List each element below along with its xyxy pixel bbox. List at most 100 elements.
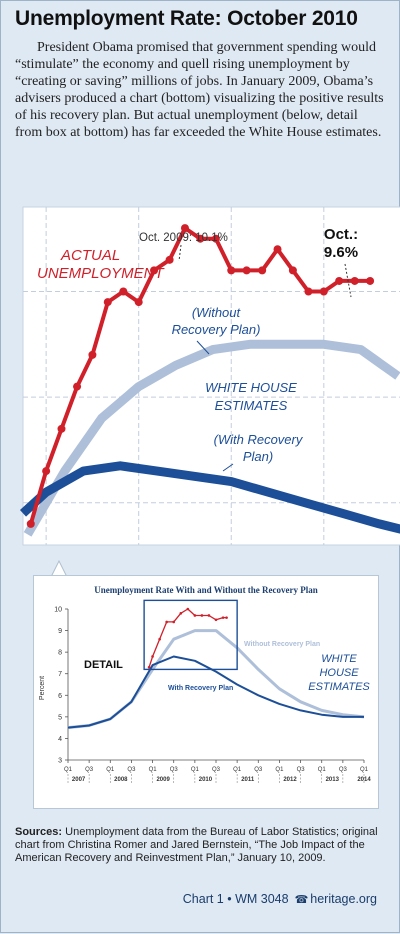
inset-actual-point <box>179 612 183 615</box>
inset-ytick-label: 5 <box>58 714 62 721</box>
sources-label: Sources: <box>15 826 63 838</box>
actual-data-point <box>196 234 205 243</box>
sources-text: Unemployment data from the Bureau of Lab… <box>15 826 378 864</box>
inset-year-label: 2012 <box>283 777 297 783</box>
inset-estimates-label-line3: ESTIMATES <box>308 681 370 693</box>
inset-ytick-label: 6 <box>58 693 62 700</box>
actual-data-point <box>103 298 112 307</box>
inset-actual-point <box>165 620 168 624</box>
page-title: Unemployment Rate: October 2010 <box>15 7 358 30</box>
credit-site[interactable]: heritage.org <box>310 892 377 906</box>
inset-xtick-label: Q1 <box>233 767 242 773</box>
inset-xtick-label: Q1 <box>360 767 369 773</box>
peak-annotation: Oct. 2009: 10.1% <box>139 232 228 244</box>
actual-data-point <box>180 224 189 233</box>
inset-xtick-label: Q1 <box>106 767 115 773</box>
estimates-label-line2: ESTIMATES <box>215 398 288 413</box>
inset-xtick-label: Q3 <box>85 767 94 773</box>
inset-xtick-label: Q3 <box>297 767 306 773</box>
actual-data-point <box>165 255 174 264</box>
last-leader-line <box>344 263 352 298</box>
inset-title: Unemployment Rate With and Without the R… <box>94 585 318 595</box>
without-label-line2: Recovery Plan) <box>172 322 261 337</box>
main-chart-svg: ACTUAL UNEMPLOYMENT Oct. 2009: 10.1% Oct… <box>19 206 400 546</box>
main-points <box>26 224 375 528</box>
inset-year-label: 2014 <box>357 777 371 783</box>
inset-actual-point <box>147 665 151 669</box>
actual-label-line2: UNEMPLOYMENT <box>37 265 166 282</box>
inset-actual-point <box>172 620 176 624</box>
actual-data-point <box>227 266 236 275</box>
inset-year-label: 2009 <box>156 777 170 783</box>
actual-data-point <box>258 266 267 275</box>
inset-xtick-label: Q3 <box>212 767 221 773</box>
without-label-line1: (Without <box>192 305 242 320</box>
inset-without-label: Without Recovery Plan <box>244 641 320 648</box>
inset-ytick-label: 4 <box>58 736 62 743</box>
inset-xtick-label: Q1 <box>64 767 73 773</box>
inset-xtick-label: Q1 <box>149 767 158 773</box>
inset-with-label: With Recovery Plan <box>168 685 233 692</box>
inset-ylabel: Percent <box>39 676 46 700</box>
actual-data-point <box>119 287 128 296</box>
inset-xtick-label: Q1 <box>318 767 327 773</box>
intro-paragraph: President Obama promised that government… <box>15 40 384 140</box>
without-plan-line <box>23 339 400 537</box>
actual-data-point <box>242 266 251 275</box>
actual-data-point <box>366 276 375 285</box>
inset-actual-point <box>221 616 225 619</box>
inset-ytick-label: 3 <box>58 758 62 765</box>
sources-note: Sources: Unemployment data from the Bure… <box>15 826 387 865</box>
actual-data-point <box>319 287 328 296</box>
with-leader-line <box>222 463 234 472</box>
inset-year-label: 2008 <box>114 777 128 783</box>
credit-line: Chart 1 • WM 3048 ☎ heritage.org <box>183 892 377 906</box>
inset-actual-point <box>193 614 197 617</box>
actual-data-point <box>42 467 51 476</box>
inset-actual-point <box>207 614 211 617</box>
actual-data-point <box>288 266 297 275</box>
inset-lines <box>67 599 365 730</box>
inset-chart-svg: Unemployment Rate With and Without the R… <box>39 585 371 784</box>
inset-actual-point <box>200 614 204 617</box>
inset-xtick-label: Q3 <box>170 767 179 773</box>
with-plan-line <box>19 461 400 534</box>
last-annotation-line2: 9.6% <box>324 244 358 261</box>
inset-detail-box <box>143 599 238 671</box>
inset-actual-point <box>214 618 218 622</box>
inset-ytick-label: 9 <box>58 628 62 635</box>
inset-ytick-label: 10 <box>54 607 62 614</box>
inset-estimates-label-line2: HOUSE <box>319 667 359 679</box>
inset-detail-label: DETAIL <box>84 659 123 671</box>
actual-data-point <box>211 234 220 243</box>
actual-data-point <box>335 276 344 285</box>
inset-year-label: 2013 <box>326 777 340 783</box>
estimates-label-line1: WHITE HOUSE <box>205 380 297 395</box>
inset-xtick-label: Q3 <box>254 767 263 773</box>
without-leader-line <box>196 340 210 355</box>
inset-xtick-label: Q1 <box>275 767 284 773</box>
actual-data-point <box>26 519 35 528</box>
inset-chart: Unemployment Rate With and Without the R… <box>33 575 379 809</box>
actual-data-point <box>88 350 97 359</box>
main-grid <box>23 207 400 545</box>
inset-ytick-label: 8 <box>58 650 62 657</box>
inset-actual-point <box>151 655 154 658</box>
actual-data-point <box>134 298 143 307</box>
inset-axes: 3 4 5 6 7 8 9 10 Q1 Q3 Q1 Q3 Q1 Q3 Q1 Q3 Q1 Q3 Q1 Q3 Q1 Q3 Q1 2… <box>54 607 371 784</box>
inset-xtick-label: Q1 <box>191 767 200 773</box>
actual-data-point <box>350 276 359 285</box>
inset-xtick-label: Q3 <box>127 767 136 773</box>
main-chart: ACTUAL UNEMPLOYMENT Oct. 2009: 10.1% Oct… <box>1 206 400 567</box>
actual-label-line1: ACTUAL <box>60 247 120 264</box>
inset-actual-point <box>186 607 190 611</box>
inset-year-label: 2007 <box>72 777 86 783</box>
inset-year-label: 2011 <box>241 777 255 783</box>
phone-icon: ☎ <box>294 894 309 906</box>
inset-actual-point <box>225 616 228 619</box>
inset-actual-point <box>158 637 161 641</box>
credit-chart: Chart 1 • WM 3048 <box>182 892 289 906</box>
with-label-line2: Plan) <box>243 449 273 464</box>
inset-year-label: 2010 <box>199 777 213 783</box>
